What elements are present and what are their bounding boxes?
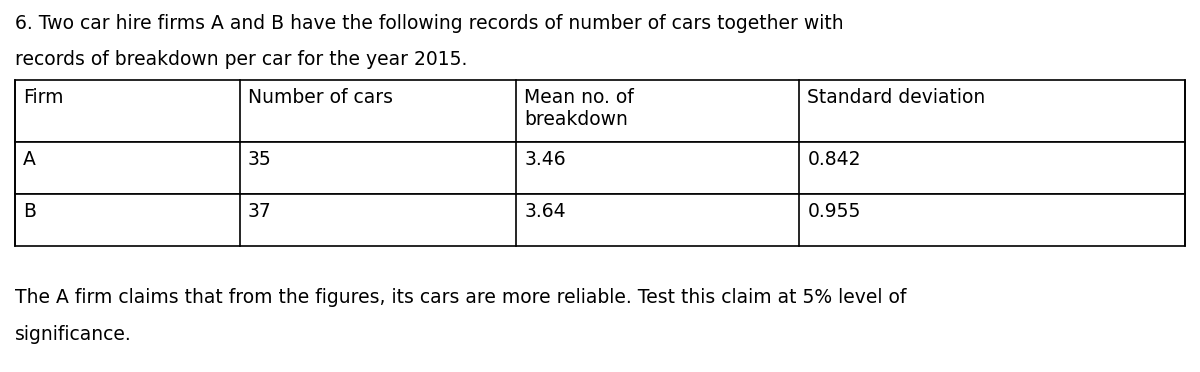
Text: Firm: Firm (23, 88, 64, 107)
Text: B: B (23, 202, 36, 221)
Text: significance.: significance. (14, 325, 132, 344)
Text: Mean no. of
breakdown: Mean no. of breakdown (524, 88, 634, 129)
Text: records of breakdown per car for the year 2015.: records of breakdown per car for the yea… (14, 50, 467, 69)
Text: 3.64: 3.64 (524, 202, 566, 221)
Text: 35: 35 (248, 150, 271, 169)
Text: 6. Two car hire firms A and B have the following records of number of cars toget: 6. Two car hire firms A and B have the f… (14, 14, 844, 33)
Bar (14, 194, 1186, 246)
Text: The A firm claims that from the figures, its cars are more reliable. Test this c: The A firm claims that from the figures,… (14, 288, 906, 307)
Text: A: A (23, 150, 36, 169)
Text: 37: 37 (248, 202, 271, 221)
Bar (14, 80, 1186, 142)
Text: 3.46: 3.46 (524, 150, 566, 169)
Text: 0.842: 0.842 (808, 150, 860, 169)
Bar (14, 142, 1186, 194)
Text: 0.955: 0.955 (808, 202, 860, 221)
Text: Number of cars: Number of cars (248, 88, 394, 107)
Text: Standard deviation: Standard deviation (808, 88, 985, 107)
